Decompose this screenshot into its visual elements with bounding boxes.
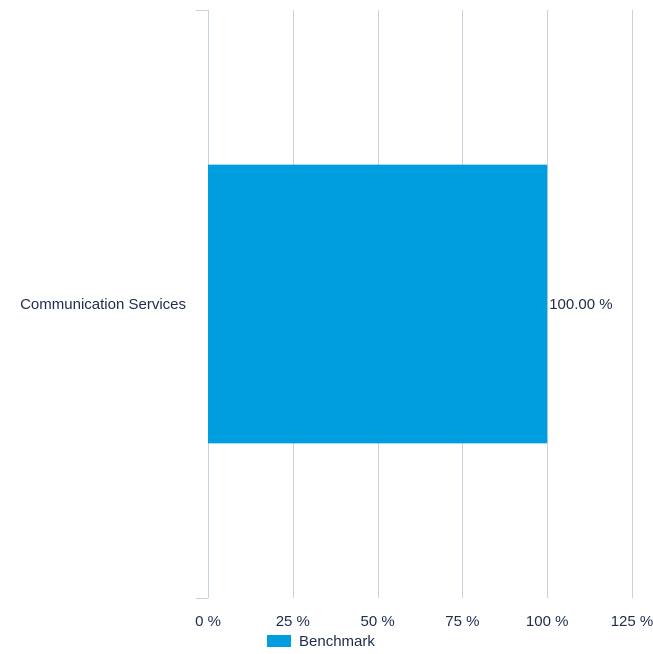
x-tick-label-1: 25 % [276,613,310,630]
bar-0-0 [208,164,548,444]
legend-swatch-benchmark [267,635,291,647]
category-label-0: Communication Services [20,296,186,313]
legend-label-benchmark: Benchmark [299,632,375,650]
x-tick-label-2: 50 % [360,613,394,630]
x-tick-label-3: 75 % [445,613,479,630]
data-label-0-0: 100.00 % [549,296,612,313]
x-tick-label-5: 125 % [611,613,653,630]
legend: Benchmark [267,632,375,650]
x-tick-label-0: 0 % [195,613,221,630]
x-tick-label-4: 100 % [526,613,569,630]
